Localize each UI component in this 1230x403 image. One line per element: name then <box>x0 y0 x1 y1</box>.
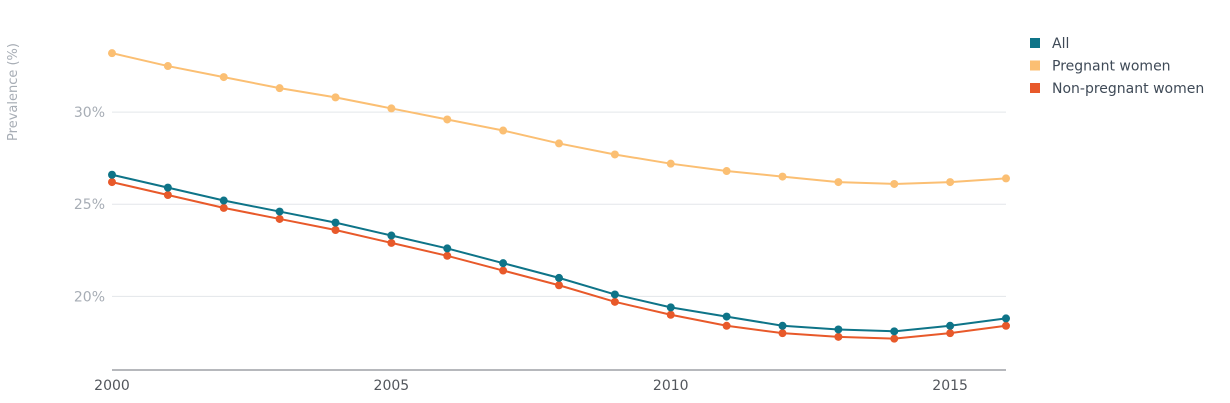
data-point[interactable] <box>946 178 955 187</box>
data-point[interactable] <box>387 104 396 113</box>
data-point[interactable] <box>499 266 508 275</box>
data-point[interactable] <box>834 332 843 341</box>
data-point[interactable] <box>163 191 172 199</box>
data-point[interactable] <box>946 321 955 330</box>
x-tick-label: 2010 <box>653 378 689 394</box>
data-point[interactable] <box>219 73 228 82</box>
series-pregnant-women <box>108 49 1010 188</box>
y-tick-label: 25% <box>74 197 105 213</box>
data-point[interactable] <box>1002 314 1010 323</box>
data-point[interactable] <box>610 290 619 299</box>
series-line <box>111 52 1007 185</box>
data-point[interactable] <box>331 218 340 227</box>
legend-swatch <box>1030 60 1040 71</box>
x-axis: 2000 2005 2010 2015 <box>94 369 1006 394</box>
legend-item[interactable]: All <box>1030 36 1069 52</box>
data-point[interactable] <box>778 329 787 338</box>
data-point[interactable] <box>722 167 731 176</box>
data-point[interactable] <box>890 327 899 336</box>
data-point[interactable] <box>666 159 675 168</box>
data-point[interactable] <box>331 93 340 102</box>
data-point[interactable] <box>331 226 340 234</box>
y-tick-labels: 20% 25% 30% <box>74 105 105 305</box>
x-tick-label: 2005 <box>374 378 410 394</box>
data-point[interactable] <box>443 251 452 260</box>
data-point[interactable] <box>555 281 563 290</box>
y-tick-label: 30% <box>74 105 105 121</box>
data-point[interactable] <box>275 207 284 216</box>
data-point[interactable] <box>555 273 563 282</box>
data-point[interactable] <box>834 178 843 187</box>
x-tick-label: 2015 <box>932 378 968 394</box>
legend-label: All <box>1052 36 1069 52</box>
legend-label: Pregnant women <box>1052 59 1171 75</box>
series-all <box>108 170 1010 336</box>
legend-label: Non-pregnant women <box>1052 81 1204 97</box>
series-layer <box>108 49 1010 343</box>
data-point[interactable] <box>1002 174 1010 183</box>
data-point[interactable] <box>275 214 284 223</box>
data-point[interactable] <box>108 49 116 58</box>
data-point[interactable] <box>610 150 619 159</box>
data-point[interactable] <box>778 172 787 181</box>
legend-item[interactable]: Non-pregnant women <box>1030 81 1204 97</box>
data-point[interactable] <box>834 325 843 334</box>
data-point[interactable] <box>722 312 731 321</box>
gridlines <box>112 111 1006 297</box>
data-point[interactable] <box>443 244 452 253</box>
data-point[interactable] <box>163 183 172 192</box>
legend-swatch <box>1030 38 1040 48</box>
data-point[interactable] <box>219 203 228 212</box>
series-line <box>111 173 1007 333</box>
data-point[interactable] <box>666 303 675 312</box>
data-point[interactable] <box>163 62 172 71</box>
y-tick-label: 20% <box>74 289 105 305</box>
data-point[interactable] <box>778 321 787 330</box>
data-point[interactable] <box>443 115 452 124</box>
data-point[interactable] <box>610 297 619 306</box>
legend: All Pregnant women Non-pregnant women <box>1030 36 1204 97</box>
data-point[interactable] <box>219 196 228 205</box>
y-axis-title: Prevalence (%) <box>6 43 21 141</box>
series-non-pregnant-women <box>108 178 1010 343</box>
data-point[interactable] <box>722 321 731 330</box>
data-point[interactable] <box>555 139 563 148</box>
data-point[interactable] <box>387 231 396 240</box>
data-point[interactable] <box>499 259 508 268</box>
x-tick-label: 2000 <box>94 378 130 394</box>
legend-item[interactable]: Pregnant women <box>1030 59 1171 75</box>
data-point[interactable] <box>499 126 508 135</box>
data-point[interactable] <box>946 329 955 338</box>
data-point[interactable] <box>108 178 116 187</box>
data-point[interactable] <box>890 179 899 188</box>
data-point[interactable] <box>890 334 899 343</box>
data-point[interactable] <box>275 84 284 93</box>
data-point[interactable] <box>387 238 396 247</box>
data-point[interactable] <box>108 170 116 179</box>
data-point[interactable] <box>666 310 675 319</box>
legend-swatch <box>1030 83 1040 93</box>
data-point[interactable] <box>1002 321 1010 330</box>
